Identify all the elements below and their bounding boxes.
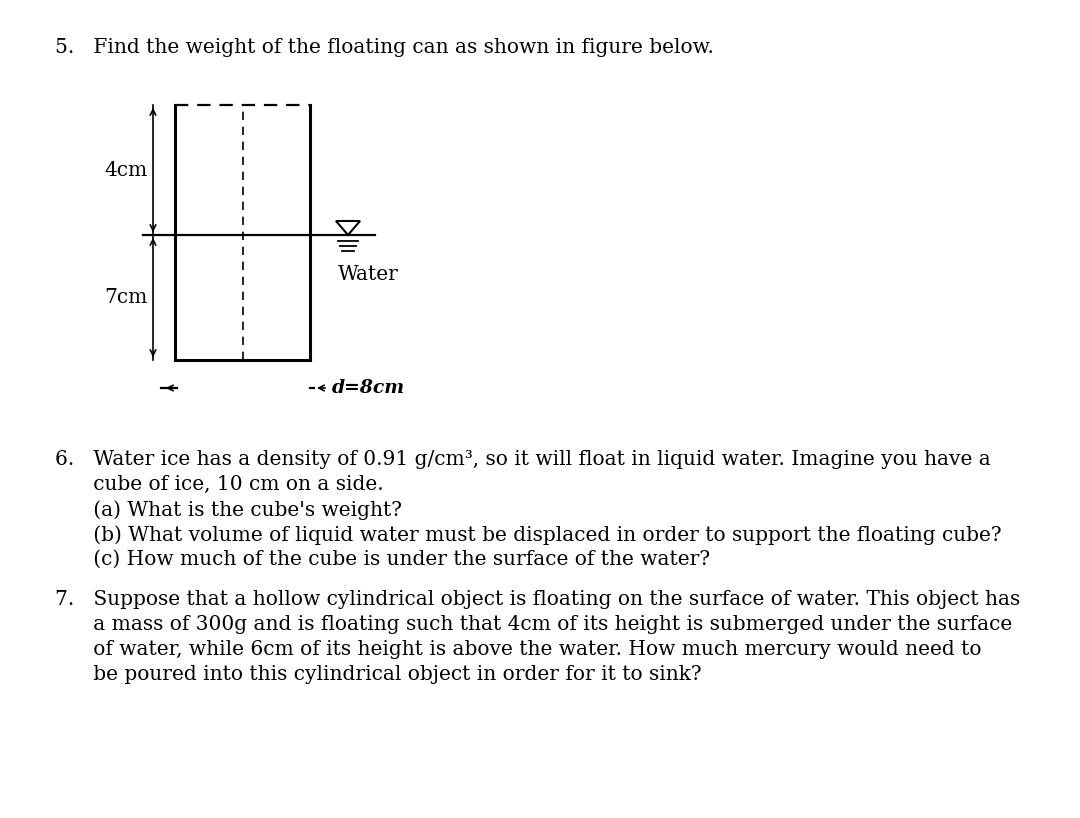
Text: 4cm: 4cm	[105, 160, 148, 179]
Text: 7cm: 7cm	[105, 288, 148, 307]
Text: a mass of 300g and is floating such that 4cm of its height is submerged under th: a mass of 300g and is floating such that…	[55, 615, 1012, 634]
Text: cube of ice, 10 cm on a side.: cube of ice, 10 cm on a side.	[55, 475, 383, 494]
Text: 6.   Water ice has a density of 0.91 g/cm³, so it will float in liquid water. Im: 6. Water ice has a density of 0.91 g/cm³…	[55, 450, 990, 469]
Text: Water: Water	[338, 265, 399, 284]
Text: be poured into this cylindrical object in order for it to sink?: be poured into this cylindrical object i…	[55, 665, 702, 684]
Text: 5.   Find the weight of the floating can as shown in figure below.: 5. Find the weight of the floating can a…	[55, 38, 714, 57]
Text: of water, while 6cm of its height is above the water. How much mercury would nee: of water, while 6cm of its height is abo…	[55, 640, 982, 659]
Text: (c) How much of the cube is under the surface of the water?: (c) How much of the cube is under the su…	[55, 550, 711, 569]
Text: (b) What volume of liquid water must be displaced in order to support the floati: (b) What volume of liquid water must be …	[55, 525, 1001, 545]
Text: (a) What is the cube's weight?: (a) What is the cube's weight?	[55, 500, 402, 519]
Text: 7.   Suppose that a hollow cylindrical object is floating on the surface of wate: 7. Suppose that a hollow cylindrical obj…	[55, 590, 1021, 609]
Text: d=8cm: d=8cm	[332, 379, 405, 397]
